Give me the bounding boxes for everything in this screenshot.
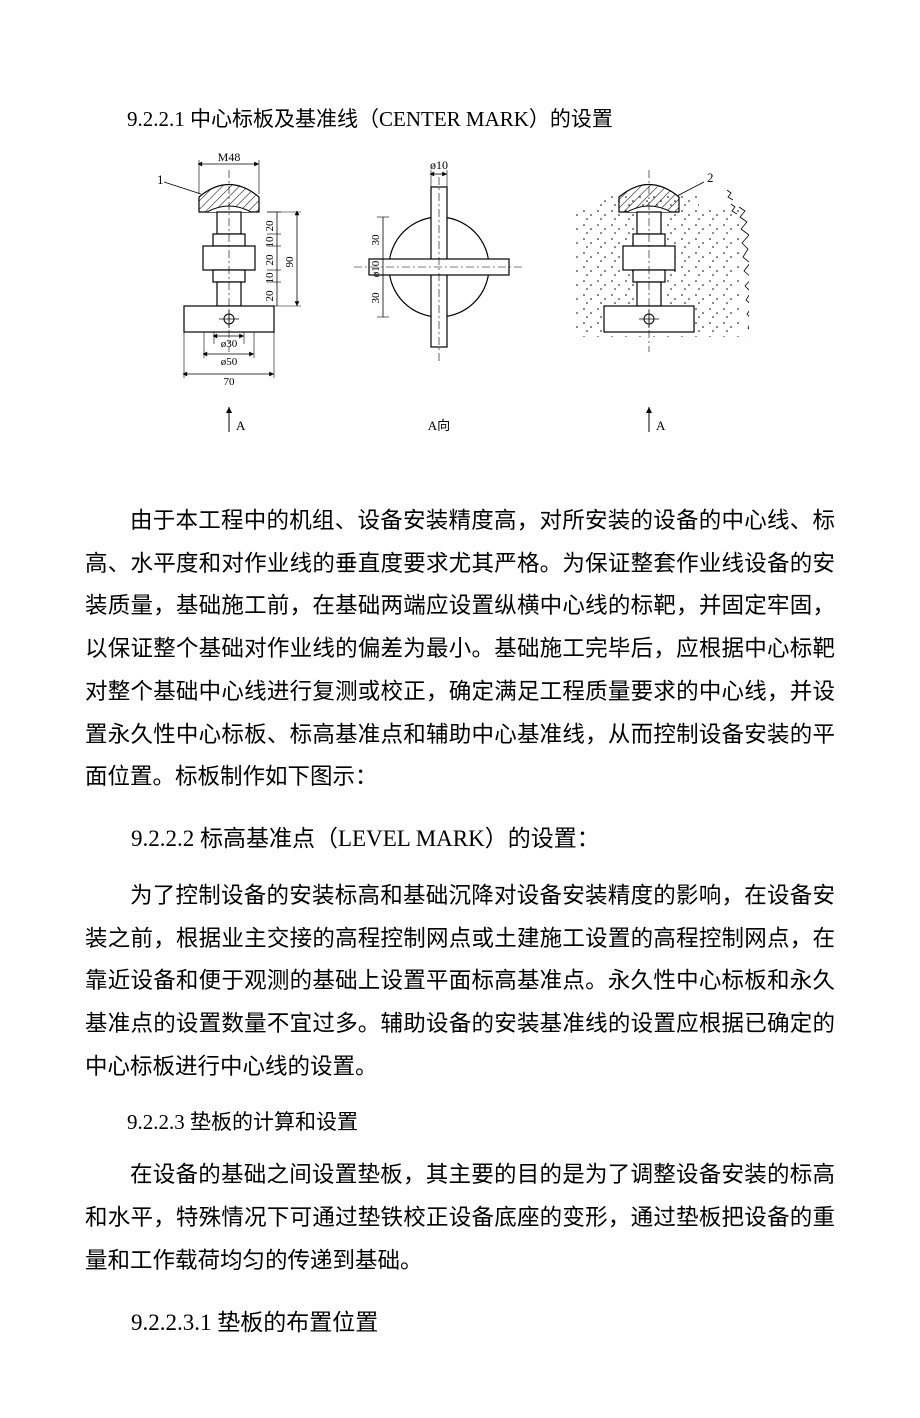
dim-h10b: 10 — [264, 272, 276, 284]
heading-9-2-2-3: 9.2.2.3 垫板的计算和设置 — [85, 1103, 835, 1143]
leader-1: 1 — [157, 172, 164, 187]
leader-2: 2 — [707, 170, 714, 185]
dim-d10-top: ø10 — [430, 158, 448, 172]
middle-view: ø10 30 ø10 30 A向 — [354, 158, 524, 433]
para-9-2-2-1: 由于本工程中的机组、设备安装精度高，对所安装的设备的中心线、标高、水平度和对作业… — [85, 500, 835, 799]
dim-h20a: 20 — [264, 220, 276, 232]
center-mark-svg: M48 20 10 20 10 20 90 ø30 — [129, 152, 749, 482]
arrow-a-left: A — [236, 418, 246, 433]
dim-h90: 90 — [284, 256, 296, 268]
dim-h10a: 10 — [264, 236, 276, 248]
para-9-2-2-3: 在设备的基础之间设置垫板，其主要的目的是为了调整设备安装的标高和水平，特殊情况下… — [85, 1154, 835, 1282]
dim-d30: ø30 — [221, 338, 238, 350]
heading-9-2-2-3-1: 9.2.2.3.1 垫板的布置位置 — [85, 1301, 835, 1345]
dim-30a: 30 — [370, 234, 382, 246]
dim-w70: 70 — [224, 376, 236, 388]
dim-30b: 30 — [370, 292, 382, 304]
dim-d50: ø50 — [221, 356, 238, 368]
heading-9-2-2-2: 9.2.2.2 标高基准点（LEVEL MARK）的设置： — [85, 817, 835, 861]
dim-h20b: 20 — [264, 254, 276, 266]
left-view: M48 20 10 20 10 20 90 ø30 — [157, 152, 301, 433]
dim-m48: M48 — [218, 152, 241, 164]
center-mark-figure: M48 20 10 20 10 20 90 ø30 — [129, 152, 835, 482]
arrow-a-right: A — [656, 418, 666, 433]
heading-9-2-2-1: 9.2.2.1 中心标板及基准线（CENTER MARK）的设置 — [85, 100, 835, 140]
right-view: 2 A — [574, 170, 749, 433]
label-a-direction: A向 — [428, 418, 450, 433]
dim-h20c: 20 — [264, 290, 276, 302]
dim-d10-side: ø10 — [370, 260, 382, 277]
para-9-2-2-2: 为了控制设备的安装标高和基础沉降对设备安装精度的影响，在设备安装之前，根据业主交… — [85, 875, 835, 1089]
